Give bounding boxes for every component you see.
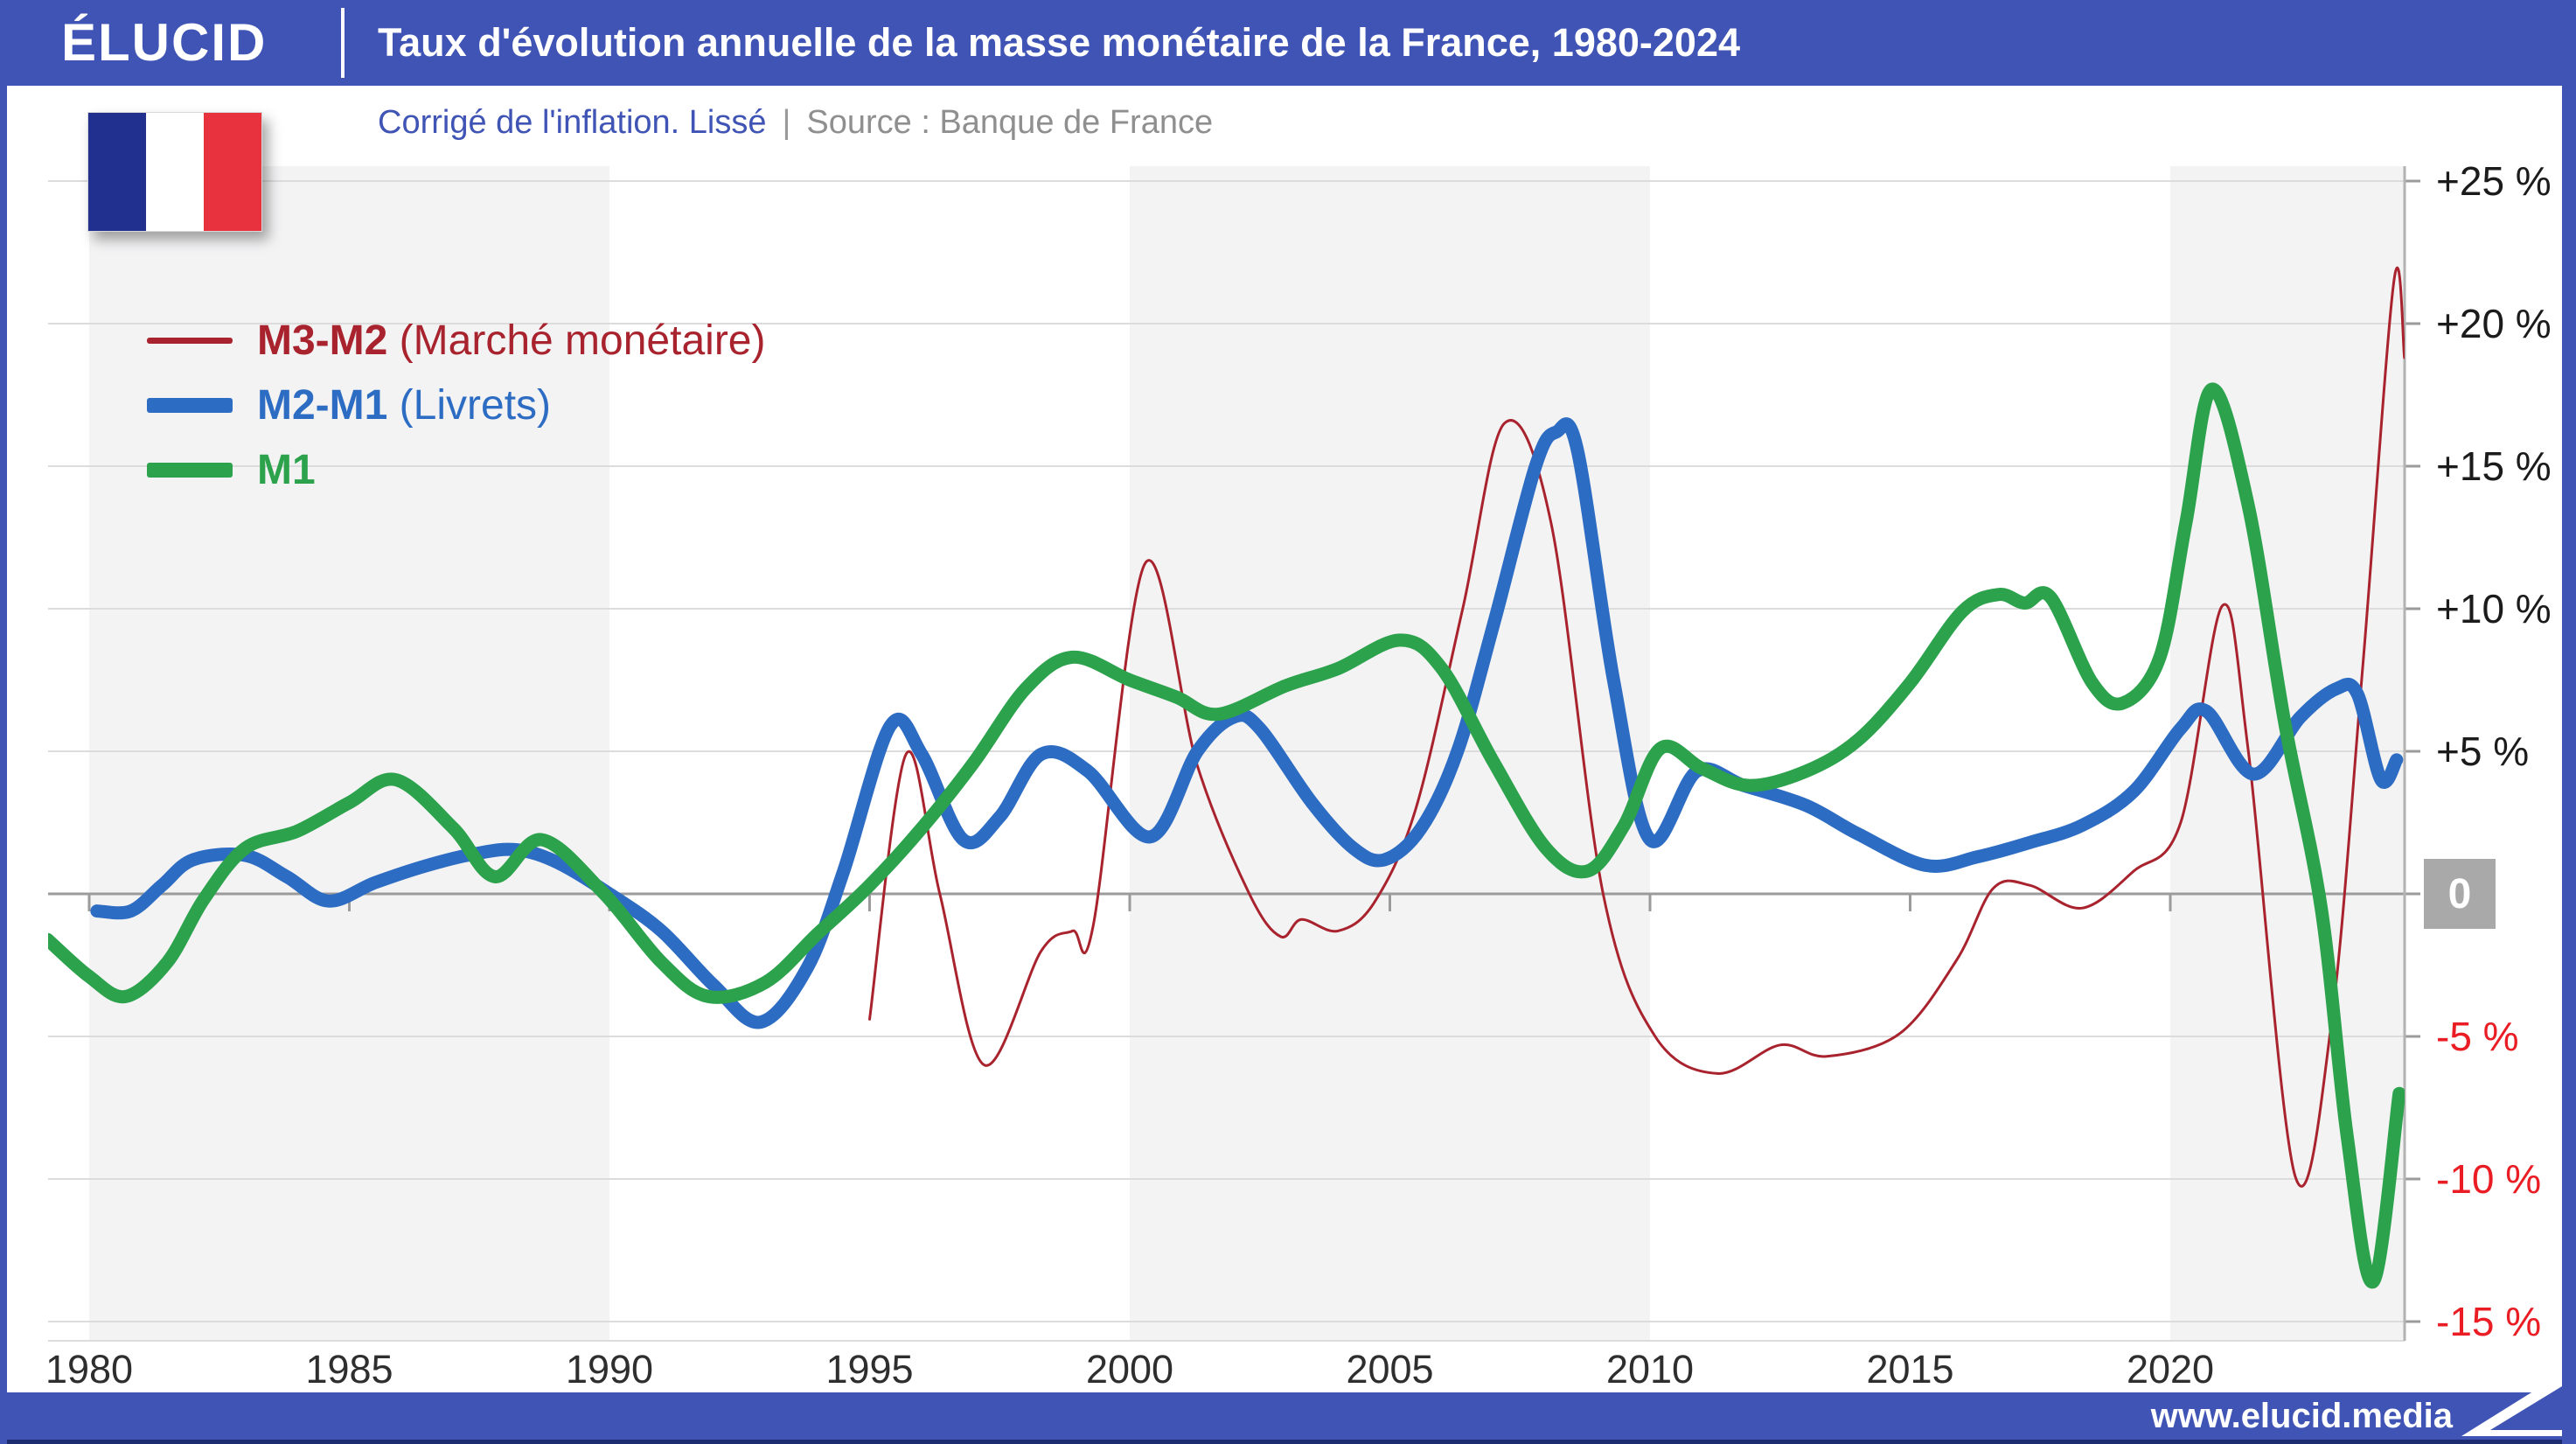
subtitle-separator: |: [782, 104, 791, 141]
flag-stripe-red: [204, 113, 261, 231]
legend-item-m1: M1: [147, 437, 765, 502]
page-edge-right: [2562, 0, 2576, 1444]
x-axis-label: 2000: [1085, 1347, 1174, 1392]
legend-label-m1: M1: [257, 446, 316, 493]
legend-item-m2-m1: M2-M1 (Livrets): [147, 373, 765, 437]
x-axis-label: 1995: [825, 1347, 914, 1392]
legend-swatch-m1: [147, 462, 233, 478]
x-axis-label: 1985: [305, 1347, 393, 1392]
x-axis-label: 1990: [565, 1347, 654, 1392]
y-axis-label: +5 %: [2436, 729, 2530, 774]
x-axis-label: 1980: [45, 1347, 134, 1392]
series-m3-m2: [868, 266, 2405, 1188]
decade-band: [89, 166, 609, 1341]
footer-url[interactable]: www.elucid.media: [2150, 1397, 2453, 1435]
france-flag: [87, 112, 262, 232]
flag-stripe-white: [146, 113, 204, 231]
legend: M3-M2 (Marché monétaire) M2-M1 (Livrets)…: [147, 308, 765, 502]
series-m2-m1: [90, 417, 2404, 1029]
page-title: Taux d'évolution annuelle de la masse mo…: [378, 20, 1740, 65]
subtitle-note: Corrigé de l'inflation. Lissé: [378, 104, 767, 141]
y-axis-label: +20 %: [2436, 301, 2552, 346]
y-axis-label: -15 %: [2436, 1299, 2542, 1344]
series-m1: [48, 382, 2405, 1288]
y-axis-label: +25 %: [2436, 158, 2552, 204]
header-divider: [341, 8, 345, 78]
footer-bar: [0, 1392, 2576, 1441]
x-axis-label: 2005: [1346, 1347, 1434, 1392]
legend-item-m3-m2: M3-M2 (Marché monétaire): [147, 308, 765, 373]
chart-subtitle: Corrigé de l'inflation. Lissé | Source : B…: [378, 98, 1213, 147]
x-axis-label: 2020: [2126, 1347, 2215, 1392]
elucid-flag-icon: [2461, 1368, 2571, 1436]
y-axis-label: -10 %: [2436, 1156, 2542, 1202]
legend-swatch-m2-m1: [147, 397, 233, 413]
y-axis-label: +10 %: [2436, 586, 2552, 631]
x-axis-label: 2015: [1866, 1347, 1954, 1392]
header-bar: ÉLUCID Taux d'évolution annuelle de la m…: [0, 0, 2576, 86]
y-axis-label-zero: 0: [2424, 859, 2496, 929]
legend-label-m3-m2: M3-M2 (Marché monétaire): [257, 317, 766, 364]
flag-stripe-blue: [88, 113, 146, 231]
x-axis-label: 2010: [1605, 1347, 1695, 1392]
y-axis-label: -5 %: [2436, 1014, 2519, 1059]
page-edge-left: [0, 0, 7, 1444]
legend-label-m2-m1: M2-M1 (Livrets): [257, 381, 552, 429]
legend-swatch-m3-m2: [147, 337, 233, 344]
footer-navy-edge: [0, 1440, 2576, 1444]
subtitle-source: Source : Banque de France: [806, 104, 1214, 141]
elucid-logo: ÉLUCID: [61, 13, 268, 72]
y-axis-label: +15 %: [2436, 443, 2552, 489]
decade-band: [1130, 166, 1650, 1341]
